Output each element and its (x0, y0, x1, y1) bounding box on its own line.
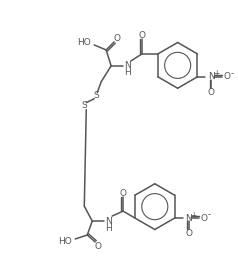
Text: H: H (105, 224, 112, 233)
Text: -: - (231, 69, 234, 78)
Text: +: + (190, 211, 197, 220)
Text: N: N (185, 214, 192, 222)
Text: O: O (201, 214, 208, 222)
Text: O: O (139, 30, 145, 39)
Text: N: N (124, 61, 130, 70)
Text: S: S (93, 91, 99, 100)
Text: +: + (213, 69, 219, 78)
Text: O: O (185, 230, 192, 239)
Text: H: H (124, 68, 130, 77)
Text: O: O (114, 33, 121, 42)
Text: O: O (208, 88, 215, 97)
Text: -: - (208, 211, 211, 220)
Text: N: N (208, 72, 215, 81)
Text: S: S (81, 101, 87, 110)
Text: O: O (119, 189, 127, 198)
Text: HO: HO (77, 38, 91, 48)
Text: O: O (224, 72, 231, 81)
Text: O: O (95, 242, 102, 251)
Text: HO: HO (59, 237, 72, 246)
Text: N: N (105, 217, 112, 225)
